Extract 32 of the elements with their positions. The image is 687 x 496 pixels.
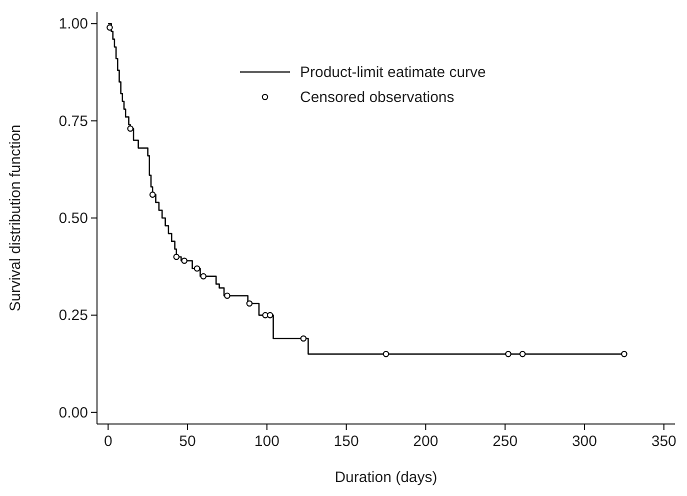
x-axis-title: Duration (days) [334,469,438,486]
point [519,350,526,358]
point [181,258,188,264]
point [106,24,113,31]
y-tick-label: 0.00 [58,404,88,422]
point [246,300,253,307]
y-tick-label: 0.50 [58,210,88,227]
x-tick-label: 350 [651,433,676,450]
x-tick-label: 50 [179,433,196,450]
point [621,350,628,358]
legend-label: Product-limit eatimate curve [300,64,486,81]
y-tick-label: 0.75 [58,112,88,130]
x-tick-label: 0 [104,433,112,450]
x-tick-label: 100 [254,433,280,450]
point [127,125,134,132]
point [194,265,200,272]
x-tick-label: 150 [334,433,359,450]
x-tick-label: 300 [572,433,598,450]
point [266,312,274,318]
point [200,273,207,280]
x-tick-label: 200 [413,433,438,450]
point [224,292,230,299]
y-tick-label: 0.25 [58,307,88,324]
legend-label: Censored observations [300,89,454,106]
y-tick-label: 1.00 [58,16,88,33]
x-tick-label: 250 [492,433,518,450]
point [382,350,390,358]
point [505,350,512,358]
point [149,192,156,198]
point [173,254,180,260]
y-axis-title: Survival distribution function [7,124,24,312]
point [300,335,307,342]
